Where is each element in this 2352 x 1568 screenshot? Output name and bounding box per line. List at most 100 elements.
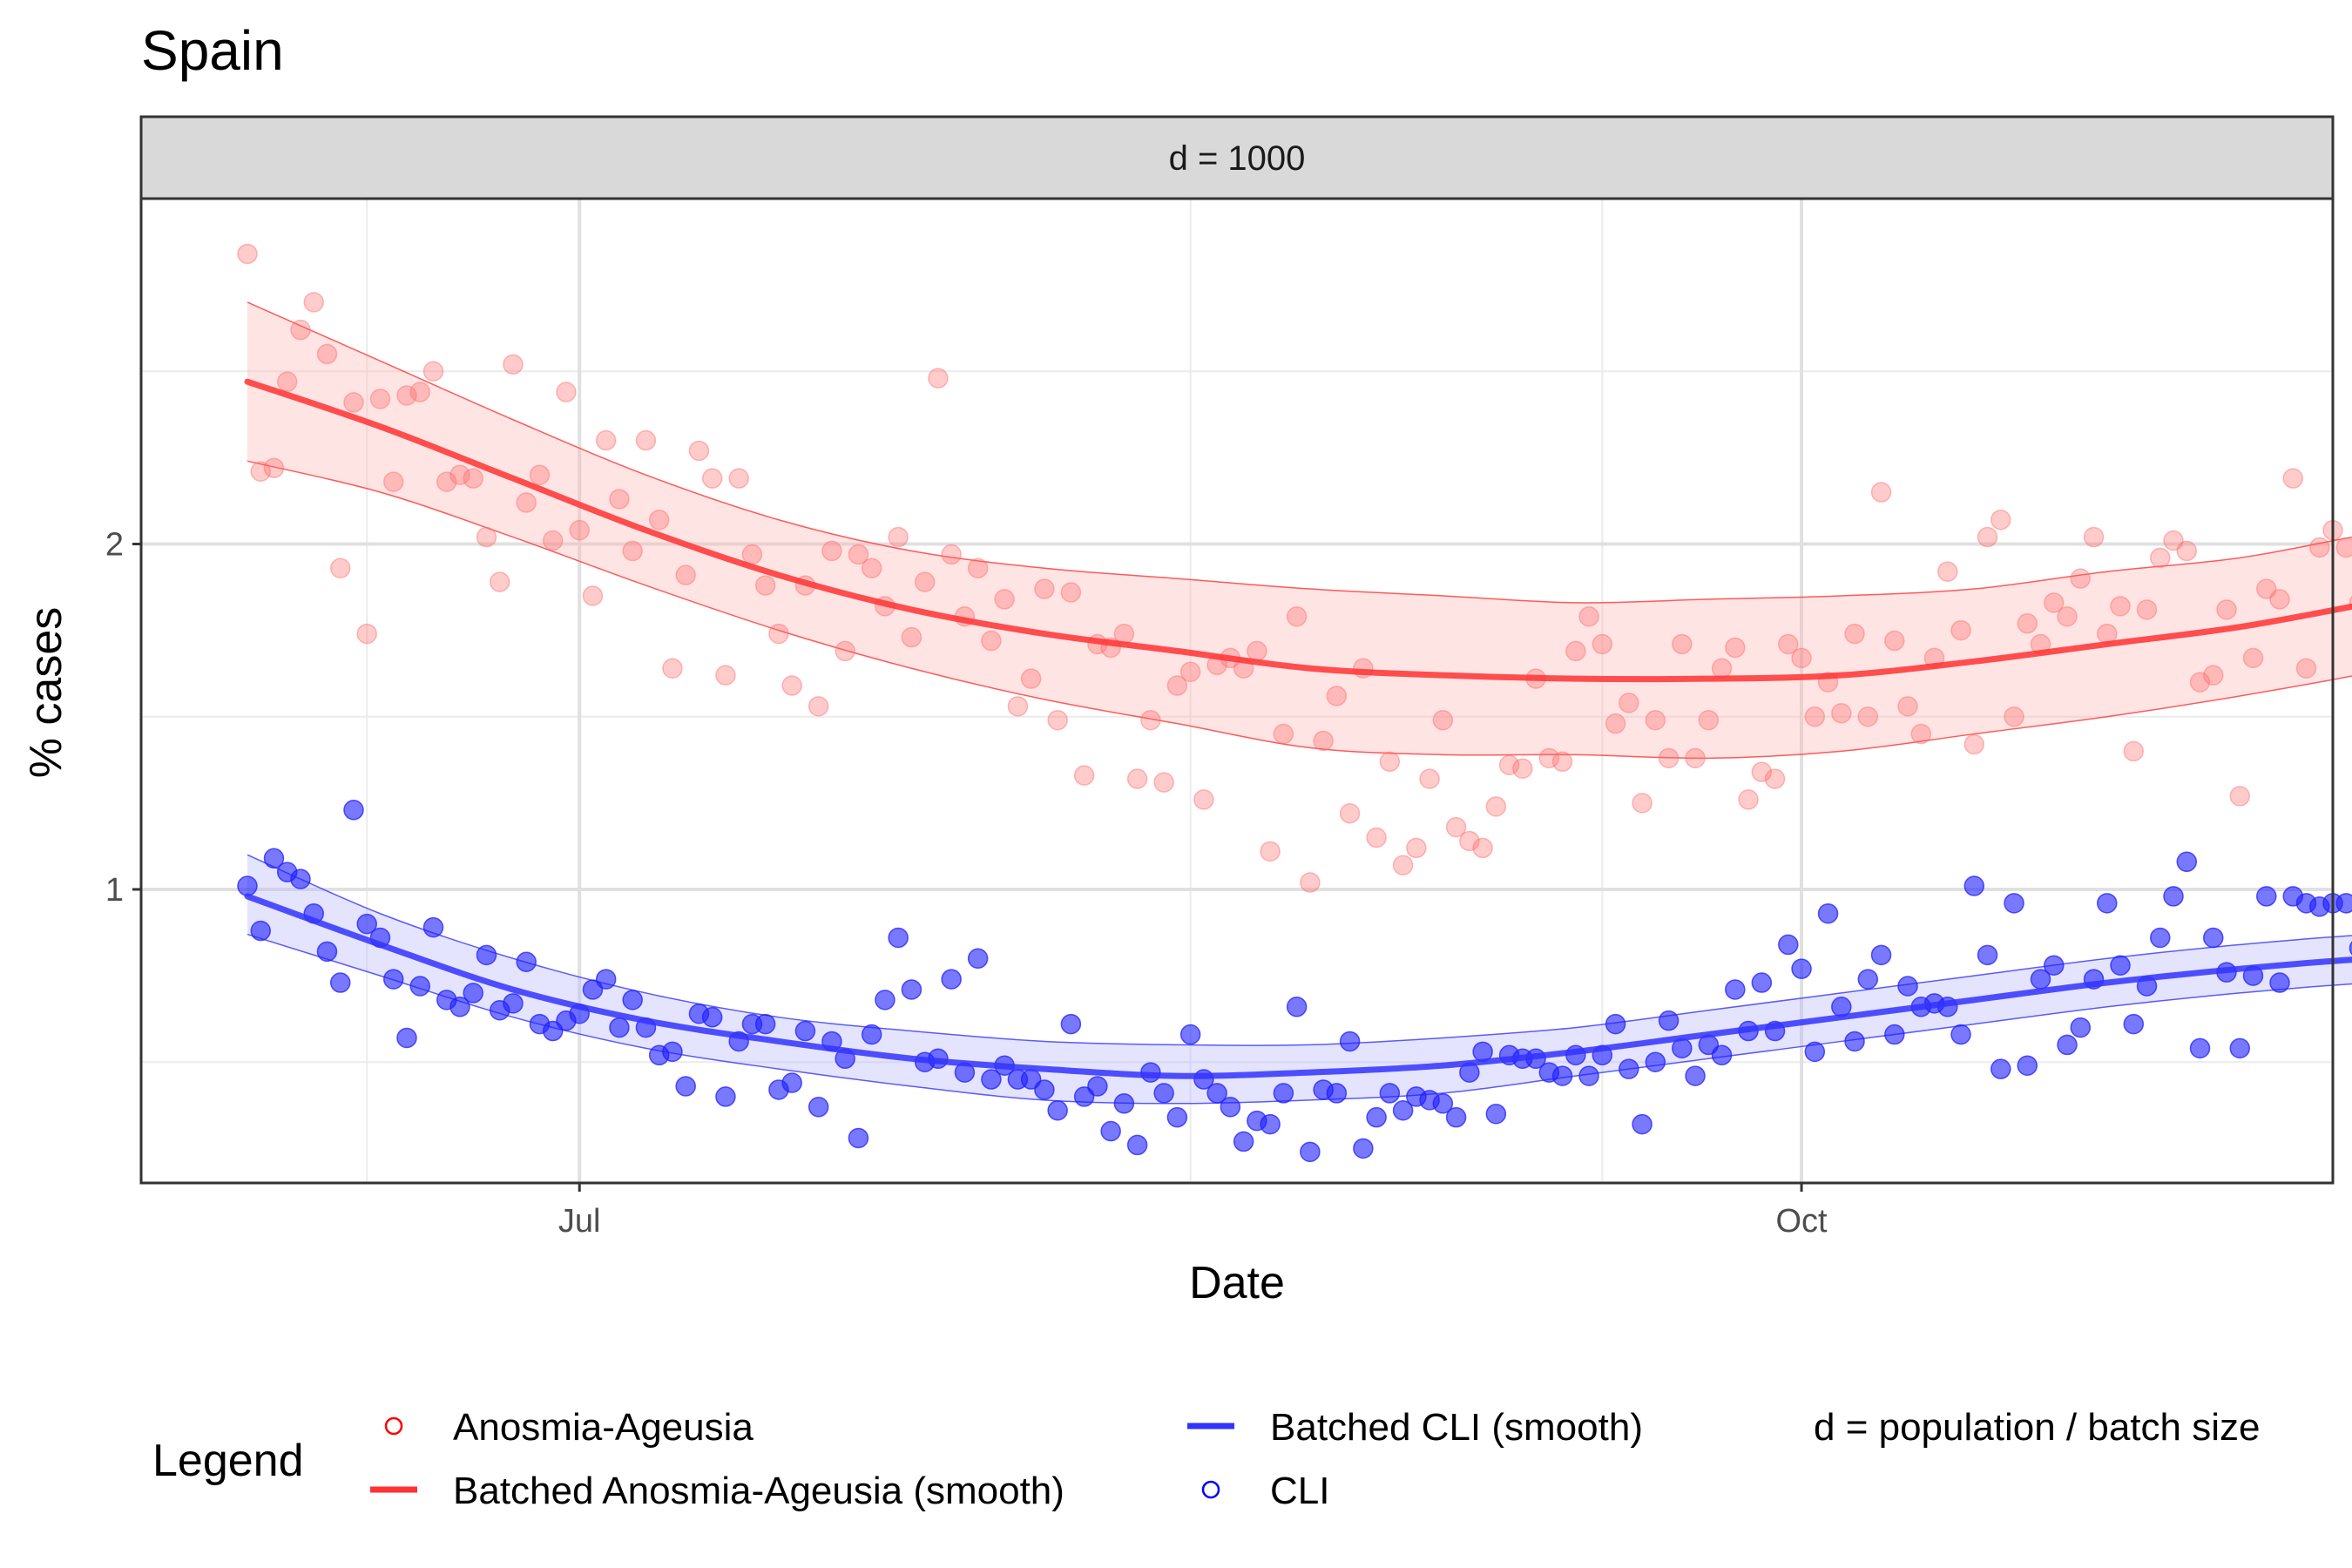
point-anosmia-ageusia [2189, 672, 2211, 693]
point-anosmia-ageusia [1751, 761, 1773, 782]
point-anosmia-ageusia [476, 526, 497, 548]
point-anosmia-ageusia [516, 492, 537, 513]
point-cli [290, 868, 311, 889]
point-anosmia-ageusia [1658, 747, 1680, 769]
x-tick-label: Oct [1775, 1203, 1828, 1240]
legend-entry-batched-anosmia-ageusia-smooth: Batched Anosmia-Ageusia (smooth) [370, 1470, 1064, 1512]
point-anosmia-ageusia [1884, 630, 1905, 652]
point-anosmia-ageusia [2004, 706, 2024, 727]
point-anosmia-ageusia [1578, 606, 1599, 627]
band-edge-lower-batched-anosmia-ageusia-smooth [247, 460, 2352, 760]
point-anosmia-ageusia [715, 665, 736, 686]
point-anosmia-ageusia [741, 544, 763, 565]
point-anosmia-ageusia [316, 343, 338, 365]
point-cli [1392, 1099, 1414, 1121]
point-anosmia-ageusia [1990, 509, 2011, 531]
point-cli [1897, 976, 1918, 997]
point-cli [1445, 1106, 1467, 1128]
point-anosmia-ageusia [1113, 623, 1135, 645]
point-anosmia-ageusia [1870, 482, 1892, 503]
legend-label-anosmia-ageusia: Anosmia-Ageusia [453, 1406, 754, 1449]
point-cli [1179, 1024, 1201, 1045]
point-anosmia-ageusia [1738, 789, 1759, 810]
point-cli [356, 913, 377, 935]
legend-entry-batched-cli-smooth: Batched CLI (smooth) [1187, 1406, 1643, 1449]
point-anosmia-ageusia [569, 519, 590, 541]
point-cli [1990, 1058, 2011, 1079]
point-cli [794, 1020, 816, 1042]
point-anosmia-ageusia [861, 558, 882, 578]
point-anosmia-ageusia [981, 630, 1002, 652]
point-anosmia-ageusia [2057, 606, 2078, 627]
point-anosmia-ageusia [1260, 841, 1281, 862]
point-cli [250, 920, 271, 942]
point-cli [2203, 927, 2224, 949]
legend-entry-anosmia-ageusia: Anosmia-Ageusia [384, 1406, 754, 1449]
point-anosmia-ageusia [1592, 633, 1613, 655]
point-cli [449, 997, 470, 1017]
point-anosmia-ageusia [582, 585, 604, 606]
point-anosmia-ageusia [1685, 747, 1706, 769]
point-cli [2004, 893, 2024, 914]
plot-panel [141, 199, 2333, 1183]
point-anosmia-ageusia [329, 558, 351, 578]
point-cli [1432, 1093, 1454, 1114]
point-anosmia-ageusia [1950, 619, 1971, 641]
point-anosmia-ageusia [2083, 526, 2105, 548]
point-anosmia-ageusia [1831, 703, 1852, 724]
x-axis: Jul Oct [558, 1183, 1828, 1240]
point-anosmia-ageusia [2256, 578, 2277, 599]
point-anosmia-ageusia [449, 464, 470, 485]
point-cli [1220, 1097, 1241, 1118]
point-anosmia-ageusia [1672, 633, 1693, 655]
point-cli [1778, 934, 1799, 956]
point-cli [2044, 955, 2065, 976]
point-anosmia-ageusia [888, 526, 909, 548]
point-anosmia-ageusia [503, 354, 524, 375]
point-anosmia-ageusia [422, 361, 444, 382]
point-cli [967, 948, 989, 970]
point-cli [2070, 1017, 2092, 1038]
point-anosmia-ageusia [1379, 751, 1401, 773]
point-anosmia-ageusia [835, 640, 855, 662]
point-anosmia-ageusia [1897, 696, 1918, 717]
point-cli [1300, 1141, 1321, 1163]
point-cli [1153, 1083, 1174, 1104]
point-anosmia-ageusia [754, 575, 776, 596]
point-anosmia-ageusia [1605, 713, 1626, 734]
x-tick-label: Jul [558, 1203, 601, 1240]
point-anosmia-ageusia [237, 243, 258, 265]
point-cli [1126, 1134, 1148, 1156]
point-cli [2110, 955, 2131, 976]
facet-strip [139, 115, 2335, 200]
point-anosmia-ageusia [1498, 754, 1520, 775]
point-cli [1273, 1083, 1294, 1104]
point-cli [1751, 972, 1773, 993]
point-cli [396, 1027, 417, 1049]
point-cli [861, 1024, 882, 1045]
legend-label-cli: CLI [1270, 1470, 1329, 1512]
point-cli [1206, 1083, 1227, 1104]
point-cli [2229, 1037, 2251, 1059]
point-anosmia-ageusia [1857, 706, 1879, 727]
point-anosmia-ageusia [1910, 723, 1932, 745]
point-anosmia-ageusia [1339, 803, 1361, 824]
band-edge-upper-batched-cli-smooth [247, 854, 2352, 1046]
point-anosmia-ageusia [263, 457, 285, 479]
point-anosmia-ageusia [1406, 837, 1427, 859]
point-cli [1725, 979, 1746, 1000]
point-anosmia-ageusia [343, 392, 364, 413]
point-cli [888, 927, 909, 949]
smooth-lines [244, 378, 2352, 1079]
point-cli [981, 1069, 1002, 1090]
y-tick-label: 2 [105, 526, 124, 563]
point-anosmia-ageusia [1804, 706, 1826, 727]
point-cli [1047, 1099, 1068, 1121]
point-cli [463, 983, 483, 1004]
point-cli [754, 1013, 776, 1035]
point-anosmia-ageusia [436, 471, 457, 492]
y-tick-label: 1 [105, 872, 124, 909]
point-cli [1379, 1083, 1401, 1104]
point-cli [1950, 1024, 1971, 1045]
